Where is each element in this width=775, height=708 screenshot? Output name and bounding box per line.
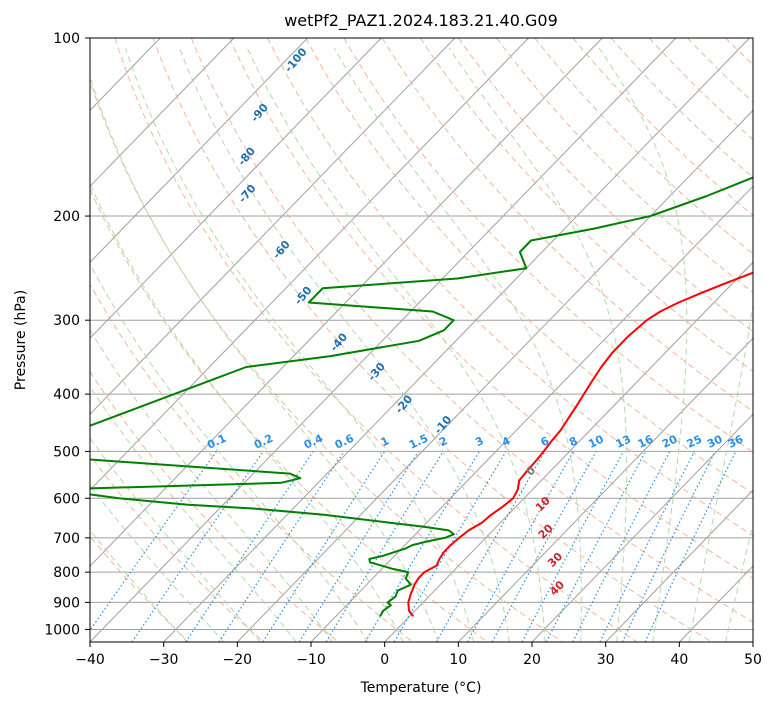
x-tick-label: 10 bbox=[449, 652, 467, 668]
dry-adiabat-line bbox=[305, 38, 753, 495]
dry-adiabat-line bbox=[152, 38, 712, 642]
x-tick-label: 50 bbox=[744, 652, 762, 668]
dry-adiabat-line bbox=[90, 535, 190, 642]
dry-adiabat-line bbox=[114, 38, 638, 642]
dry-adiabat-line bbox=[381, 38, 753, 413]
y-tick-label: 400 bbox=[53, 387, 80, 403]
isotherm-line bbox=[236, 109, 753, 642]
x-tick-label: −20 bbox=[223, 652, 253, 668]
mixing-ratio-line bbox=[90, 451, 217, 632]
mixing-ratio-label: 30 bbox=[705, 432, 725, 450]
mixing-ratio-line bbox=[325, 451, 444, 642]
moist-adiabat-line bbox=[725, 522, 753, 642]
y-tick-label: 700 bbox=[53, 531, 80, 547]
mixing-ratio-line bbox=[393, 451, 507, 642]
dry-adiabat-line bbox=[534, 38, 753, 255]
moist-adiabat-line bbox=[125, 47, 475, 642]
dry-adiabat-line bbox=[610, 38, 753, 178]
dewpoint-line bbox=[90, 176, 753, 617]
y-axis-label: Pressure (hPa) bbox=[13, 290, 29, 390]
dry-adiabat-line bbox=[343, 38, 753, 453]
mixing-ratio-label: 20 bbox=[660, 432, 680, 450]
y-tick-label: 100 bbox=[53, 31, 80, 47]
moist-adiabat-line bbox=[688, 301, 753, 642]
mixing-ratio-line bbox=[644, 451, 737, 642]
moist-adiabat-line bbox=[90, 328, 333, 642]
isotherm-line bbox=[90, 38, 677, 642]
isotherm-line bbox=[384, 261, 753, 642]
x-tick-label: −10 bbox=[296, 652, 326, 668]
temperature-line bbox=[407, 271, 753, 617]
y-tick-label: 500 bbox=[53, 444, 80, 460]
mixing-ratio-label: 25 bbox=[685, 433, 704, 451]
isotherm-line bbox=[90, 38, 456, 415]
moist-adiabat-line bbox=[598, 47, 688, 642]
mixing-ratio-line bbox=[599, 451, 696, 642]
y-tick-label: 600 bbox=[53, 491, 80, 507]
x-tick-label: −30 bbox=[149, 652, 179, 668]
dry-adiabat-line bbox=[496, 38, 753, 294]
isotherm-line bbox=[90, 38, 235, 188]
moist-adiabat-line bbox=[448, 47, 628, 642]
mixing-ratio-line bbox=[262, 451, 386, 642]
y-tick-label: 900 bbox=[53, 595, 80, 611]
mixing-ratio-label: 10 bbox=[586, 432, 606, 450]
isotherm-line bbox=[90, 38, 529, 491]
axis-ticks: −40 −30 −20 −10 0 10 20 30 40 50 100 200 300 400 500 60… bbox=[44, 31, 762, 668]
moist-adiabat-line bbox=[333, 47, 582, 642]
x-tick-label: 30 bbox=[597, 652, 615, 668]
y-tick-label: 1000 bbox=[44, 622, 80, 638]
mixing-ratio-line bbox=[491, 451, 597, 642]
isotherm-line bbox=[90, 38, 603, 567]
x-tick-label: 40 bbox=[670, 652, 688, 668]
mixing-ratio-line bbox=[466, 451, 574, 642]
dry-adiabat-line bbox=[419, 38, 753, 372]
isotherm-line bbox=[90, 38, 308, 263]
moist-adiabat-line bbox=[90, 385, 297, 642]
moist-adiabat-line bbox=[90, 182, 404, 642]
dry-adiabat-line bbox=[648, 38, 753, 141]
isotherm-line bbox=[90, 38, 382, 339]
x-tick-label: 0 bbox=[380, 652, 389, 668]
isotherm-line bbox=[605, 489, 753, 642]
chart-title: wetPf2_PAZ1.2024.183.21.40.G09 bbox=[284, 11, 558, 31]
moist-adiabat-line bbox=[90, 437, 261, 642]
moist-adiabat-line bbox=[90, 262, 369, 642]
mixing-ratio-label: 16 bbox=[636, 432, 656, 450]
y-tick-label: 200 bbox=[53, 209, 80, 225]
dry-adiabat-line bbox=[267, 38, 753, 537]
moist-adiabat-line bbox=[246, 47, 546, 642]
mixing-ratio-line bbox=[621, 451, 716, 642]
moist-adiabat-line bbox=[90, 75, 439, 642]
isotherm-line bbox=[531, 413, 753, 642]
dry-adiabat-line bbox=[190, 38, 753, 623]
y-tick-label: 300 bbox=[53, 313, 80, 329]
y-tick-label: 800 bbox=[53, 565, 80, 581]
plot-frame bbox=[89, 37, 754, 643]
mixing-ratio-label: 13 bbox=[614, 433, 633, 451]
x-tick-label: 20 bbox=[523, 652, 541, 668]
mixing-ratio-label: 36 bbox=[726, 432, 746, 450]
dry-adiabat-line bbox=[90, 454, 264, 642]
mixing-ratio-line bbox=[435, 451, 546, 642]
moist-adiabat-line bbox=[178, 47, 510, 642]
isotherm-line bbox=[457, 337, 753, 642]
x-tick-label: −40 bbox=[75, 652, 105, 668]
dry-adiabat-line bbox=[90, 187, 488, 642]
x-axis-label: Temperature (°C) bbox=[360, 680, 482, 696]
mixing-ratio-line bbox=[298, 451, 419, 642]
profile-lines bbox=[90, 176, 753, 617]
